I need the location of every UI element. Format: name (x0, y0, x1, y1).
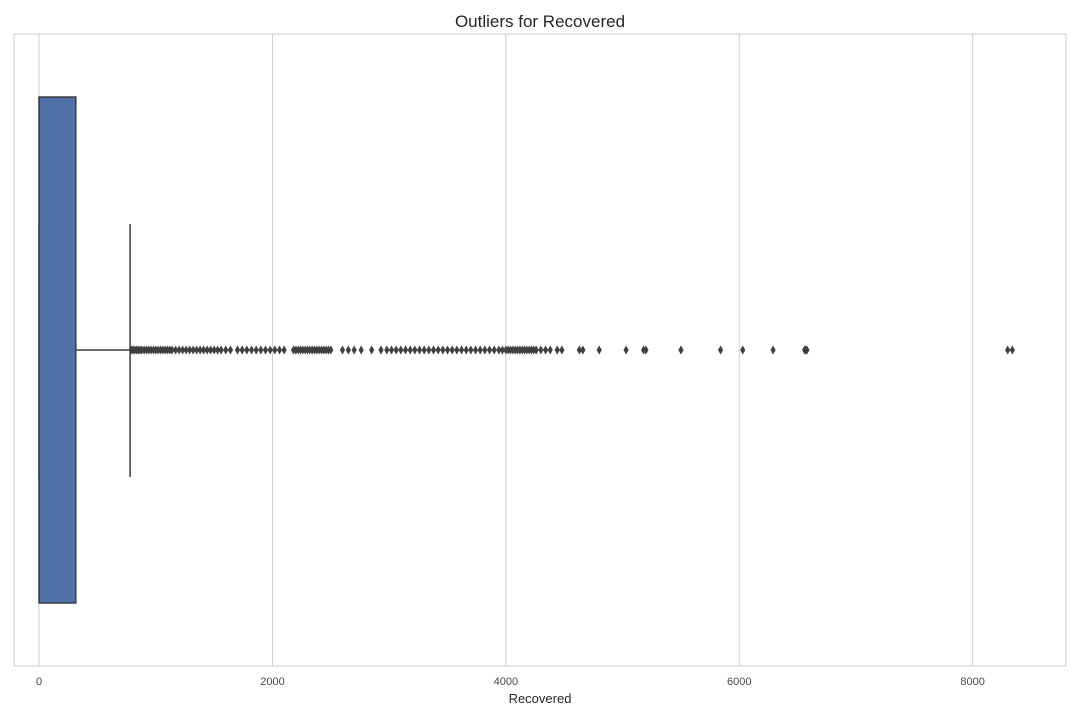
outlier-point-87 (463, 345, 469, 355)
outlier-point-28 (201, 345, 207, 355)
outlier-point-65 (345, 345, 351, 355)
outlier-point-68 (369, 345, 375, 355)
outlier-point-111 (542, 345, 549, 355)
outlier-point-93 (491, 345, 497, 355)
outlier-point-25 (190, 345, 196, 355)
outlier-point-113 (554, 345, 560, 355)
outlier-point-29 (204, 345, 210, 355)
outlier-point-22 (180, 345, 186, 355)
box-group (38, 96, 131, 604)
outlier-point-91 (482, 345, 488, 355)
outlier-point-110 (538, 345, 544, 355)
x-tick-label-0: 0 (36, 676, 42, 688)
outlier-point-35 (227, 345, 234, 355)
outlier-point-114 (559, 345, 565, 355)
x-tick-labels: 0 2000 4000 6000 8000 (36, 676, 985, 688)
outlier-point-21 (176, 345, 182, 355)
x-tick-label-3: 6000 (727, 676, 751, 688)
outlier-point-84 (449, 345, 455, 355)
outlier-point-124 (770, 345, 776, 355)
outlier-point-81 (435, 345, 441, 355)
outlier-point-115 (576, 345, 582, 355)
outlier-point-26 (194, 345, 200, 355)
outlier-point-33 (218, 345, 224, 355)
outlier-point-117 (596, 345, 602, 355)
outlier-point-40 (253, 345, 259, 355)
outlier-point-31 (211, 345, 217, 355)
outlier-point-23 (183, 345, 189, 355)
outlier-point-127 (804, 345, 810, 355)
outlier-point-74 (402, 345, 409, 355)
outlier-point-45 (276, 345, 283, 355)
outlier-point-44 (272, 345, 278, 355)
iqr-box (38, 96, 77, 604)
outlier-point-71 (388, 345, 395, 355)
x-tick-label-4: 8000 (960, 676, 984, 688)
outlier-point-120 (643, 345, 649, 355)
outlier-point-79 (426, 345, 432, 355)
outlier-point-19 (169, 345, 175, 355)
outlier-point-86 (458, 345, 465, 355)
outlier-point-70 (384, 345, 390, 355)
outlier-point-41 (258, 345, 264, 355)
axes-frame (13, 33, 1067, 667)
outlier-point-36 (234, 345, 241, 355)
outlier-point-20 (173, 345, 179, 355)
outlier-point-30 (208, 345, 214, 355)
outlier-point-82 (440, 345, 446, 355)
outlier-point-42 (262, 345, 269, 355)
outlier-point-34 (223, 345, 229, 355)
outlier-point-67 (358, 345, 364, 355)
outlier-point-90 (477, 345, 483, 355)
outlier-point-129 (1009, 345, 1015, 355)
outlier-point-76 (412, 345, 418, 355)
chart-title: Outliers for Recovered (455, 12, 625, 31)
outlier-point-95 (499, 345, 505, 355)
outlier-point-72 (393, 345, 399, 355)
outlier-point-37 (239, 345, 245, 355)
outlier-point-112 (547, 345, 553, 355)
outlier-point-92 (486, 345, 493, 355)
outlier-point-24 (187, 345, 193, 355)
outlier-point-109 (533, 345, 539, 355)
outlier-point-63 (328, 345, 334, 355)
outlier-point-116 (580, 345, 586, 355)
outlier-point-75 (407, 345, 413, 355)
outlier-points (128, 345, 1015, 355)
outlier-point-118 (623, 345, 629, 355)
outlier-point-128 (1005, 345, 1011, 355)
outlier-point-123 (740, 345, 746, 355)
outlier-point-43 (267, 345, 273, 355)
outlier-point-46 (281, 345, 287, 355)
outlier-point-83 (444, 345, 451, 355)
outlier-point-78 (421, 345, 427, 355)
outlier-point-38 (244, 345, 250, 355)
outlier-point-73 (398, 345, 404, 355)
outlier-point-32 (215, 345, 221, 355)
outlier-point-69 (378, 345, 384, 355)
outlier-point-85 (454, 345, 460, 355)
x-axis-label: Recovered (509, 691, 572, 706)
outlier-point-80 (430, 345, 437, 355)
outlier-point-66 (351, 345, 357, 355)
outlier-point-121 (678, 345, 684, 355)
outlier-point-88 (468, 345, 474, 355)
outlier-point-27 (197, 345, 203, 355)
outlier-point-94 (496, 345, 502, 355)
x-tick-label-1: 2000 (260, 676, 284, 688)
outlier-point-89 (472, 345, 479, 355)
outlier-point-77 (416, 345, 423, 355)
outlier-point-39 (248, 345, 255, 355)
outlier-point-64 (339, 345, 346, 355)
outlier-point-122 (717, 345, 724, 355)
x-tick-label-2: 4000 (494, 676, 518, 688)
